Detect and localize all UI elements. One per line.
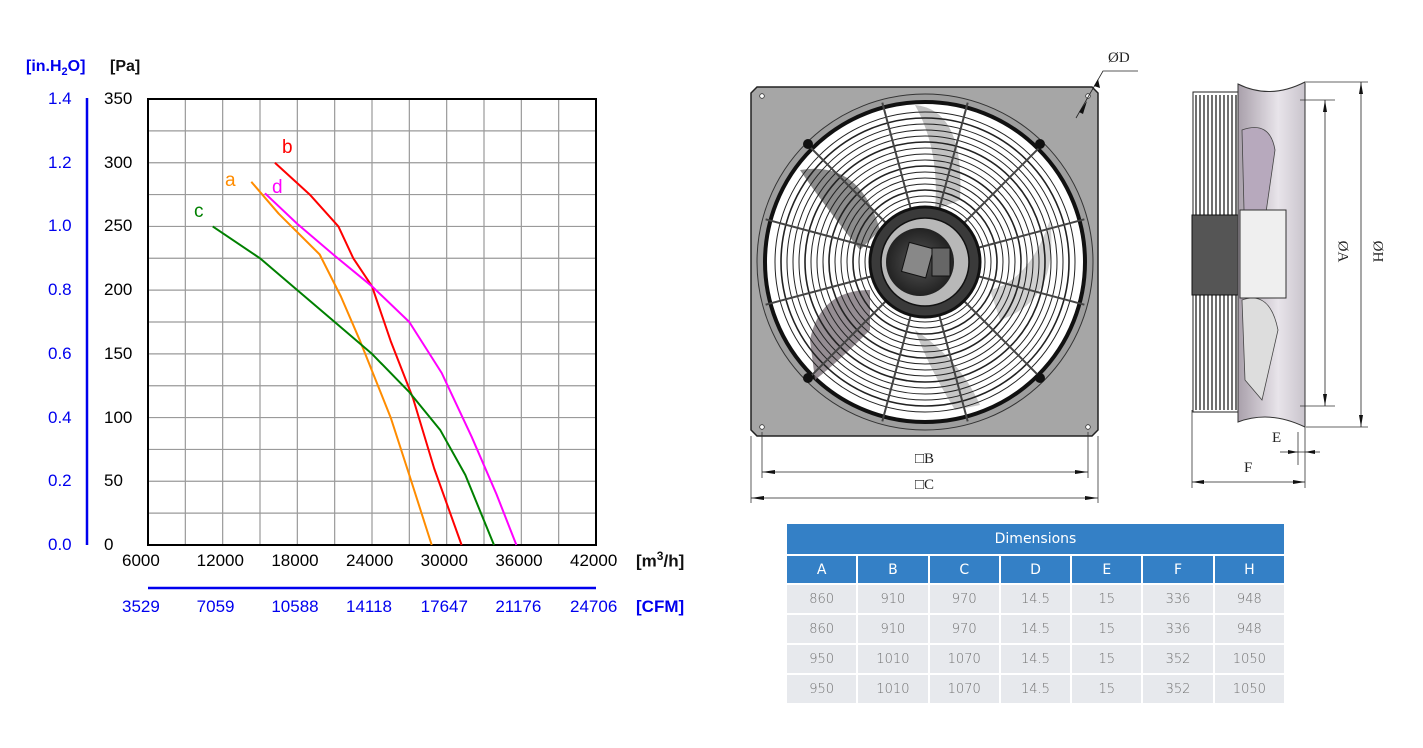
- inh2o-tick: 0.6: [48, 343, 72, 363]
- table-cell: 1050: [1214, 645, 1284, 673]
- table-cell: 336: [1143, 585, 1213, 613]
- table-row: 950 1010 1070 14.5 15 352 1050: [787, 645, 1284, 673]
- cfm-unit-label: [CFM]: [636, 597, 685, 616]
- pa-tick: 350: [104, 89, 133, 108]
- table-cell: 860: [787, 615, 857, 643]
- dim-label-e: E: [1272, 430, 1282, 446]
- column-header-a: A: [787, 556, 857, 583]
- curve-label-b: b: [282, 137, 293, 158]
- column-header-c: C: [929, 556, 999, 583]
- table-body: 860 910 970 14.5 15 336 948 860 910 970 14.5 15 336 9…: [787, 585, 1284, 703]
- column-header-h: H: [1214, 556, 1284, 583]
- table-cell: 948: [1214, 615, 1284, 643]
- table-cell: 15: [1072, 675, 1142, 703]
- cfm-tick: 7059: [196, 597, 235, 616]
- pa-tick: 250: [104, 216, 133, 236]
- column-header-b: B: [858, 556, 928, 583]
- inh2o-tick: 0.0: [48, 535, 72, 554]
- m3h-tick: 18000: [271, 551, 319, 570]
- m3h-unit-label: [m3/h]: [636, 549, 685, 571]
- table-cell: 950: [787, 645, 857, 673]
- pa-tick: 50: [104, 471, 123, 491]
- table-cell: 1070: [929, 645, 999, 673]
- cfm-tick: 17647: [420, 597, 468, 616]
- cfm-tick: 14118: [346, 597, 393, 616]
- table-cell: 352: [1143, 645, 1213, 673]
- m3h-tick: 6000: [122, 551, 160, 570]
- inh2o-tick: 0.4: [48, 407, 72, 427]
- m3h-tick: 36000: [495, 551, 543, 570]
- chart-plot: [85, 98, 597, 590]
- table-cell: 352: [1143, 675, 1213, 703]
- dim-label-d: ØD: [1108, 50, 1130, 66]
- pa-tick: 200: [104, 280, 133, 300]
- chart-curves: [212, 161, 518, 546]
- table-cell: 1050: [1214, 675, 1284, 703]
- inh2o-tick: 1.2: [48, 152, 72, 172]
- fan-side-view: [1191, 81, 1368, 488]
- table-cell: 910: [858, 615, 928, 643]
- curve-label-a: a: [225, 170, 236, 191]
- table-cell: 14.5: [1000, 585, 1071, 613]
- table-row: 860 910 970 14.5 15 336 948: [787, 585, 1284, 613]
- chart-grid: [148, 99, 596, 545]
- inh2o-tick: 0.2: [48, 471, 72, 491]
- column-header-e: E: [1072, 556, 1142, 583]
- table-cell: 15: [1072, 645, 1142, 673]
- m3h-tick: 42000: [570, 551, 618, 570]
- table-cell: 970: [929, 615, 999, 643]
- curve-label-d: d: [272, 177, 283, 198]
- table-title: Dimensions: [787, 524, 1284, 554]
- front-view-drawing: [750, 70, 1368, 503]
- curve-label-c: c: [194, 201, 204, 222]
- table-row: 950 1010 1070 14.5 15 352 1050: [787, 675, 1284, 703]
- table-cell: 1010: [858, 645, 928, 673]
- table-cell: 1070: [929, 675, 999, 703]
- dim-label-h: ØH: [1369, 240, 1386, 263]
- pa-tick: 150: [104, 343, 133, 363]
- table-cell: 336: [1143, 615, 1213, 643]
- table-row: 860 910 970 14.5 15 336 948: [787, 615, 1284, 643]
- curve-d: [264, 192, 518, 546]
- inh2o-tick: 0.8: [48, 280, 72, 300]
- table-cell: 14.5: [1000, 615, 1071, 643]
- inh2o-tick: 1.0: [48, 216, 72, 236]
- m3h-tick: 30000: [420, 551, 468, 570]
- dim-label-c: □C: [915, 477, 935, 493]
- table-cell: 15: [1072, 615, 1142, 643]
- cfm-tick: 10588: [271, 597, 319, 616]
- m3h-tick: 12000: [196, 551, 244, 570]
- table-cell: 910: [858, 585, 928, 613]
- m3h-tick: 24000: [346, 551, 394, 570]
- cfm-tick: 3529: [122, 597, 160, 616]
- column-header-d: D: [1000, 556, 1071, 583]
- dim-label-a: ØA: [1334, 240, 1351, 263]
- pa-unit-label: [Pa]: [110, 58, 141, 75]
- table-cell: 948: [1214, 585, 1284, 613]
- dim-line-d: [1075, 70, 1138, 119]
- pa-tick: 100: [104, 407, 133, 427]
- cfm-tick: 21176: [495, 597, 542, 616]
- dim-label-b: □B: [915, 451, 935, 467]
- table-cell: 970: [929, 585, 999, 613]
- curve-a: [250, 181, 433, 546]
- table-cell: 1010: [858, 675, 928, 703]
- dim-label-f: F: [1244, 460, 1253, 476]
- pa-tick: 300: [104, 152, 133, 172]
- plot-frame: [147, 98, 597, 546]
- table-cell: 14.5: [1000, 645, 1071, 673]
- inh2o-unit-label: [in.H2O]: [26, 58, 86, 79]
- column-header-f: F: [1143, 556, 1213, 583]
- inh2o-tick: 1.4: [48, 89, 72, 108]
- table-cell: 950: [787, 675, 857, 703]
- table-cell: 860: [787, 585, 857, 613]
- pa-tick: 0: [104, 535, 114, 554]
- table-cell: 15: [1072, 585, 1142, 613]
- cfm-tick: 24706: [570, 597, 618, 616]
- table-cell: 14.5: [1000, 675, 1071, 703]
- curve-c: [212, 225, 495, 546]
